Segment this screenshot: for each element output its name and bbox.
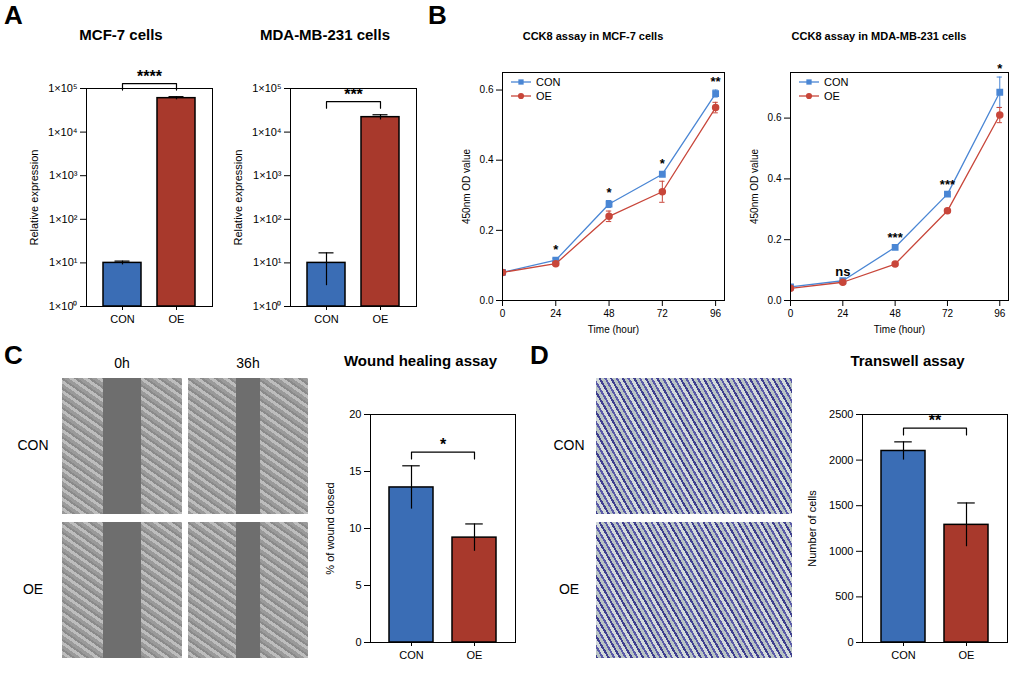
svg-text:OE: OE [467,649,483,661]
svg-text:1×10⁴: 1×10⁴ [252,126,282,138]
html-text:A: A [4,0,23,30]
svg-text:*: * [440,436,447,453]
html-text:C: C [4,340,23,370]
svg-text:0.6: 0.6 [768,112,782,123]
html-text:Transwell assay: Transwell assay [850,352,965,369]
svg-text:0.6: 0.6 [480,84,494,95]
svg-text:96: 96 [994,308,1006,319]
svg-text:***: *** [344,86,363,103]
svg-text:Relative expression: Relative expression [232,150,244,246]
svg-text:1×10¹: 1×10¹ [253,256,282,268]
svg-text:0: 0 [847,636,853,648]
svg-text:1×10⁰: 1×10⁰ [253,300,282,312]
svg-text:****: **** [137,68,163,85]
svg-text:15: 15 [349,465,361,477]
svg-text:72: 72 [657,308,669,319]
svg-text:48: 48 [890,308,902,319]
html-text:OE: OE [22,581,44,597]
html-text:36h: 36h [236,355,260,371]
svg-text:*: * [997,61,1003,76]
svg-text:% of wound closed: % of wound closed [324,482,336,574]
svg-text:1500: 1500 [829,499,853,511]
svg-text:0.2: 0.2 [768,234,782,245]
svg-text:20: 20 [349,408,361,420]
html-text:CCK8 assay in MCF-7 cells: CCK8 assay in MCF-7 cells [522,30,664,42]
svg-text:*: * [660,156,666,171]
svg-text:ns: ns [835,264,850,279]
svg-text:Time (hour): Time (hour) [874,324,925,335]
svg-text:72: 72 [942,308,954,319]
svg-text:**: ** [929,412,942,429]
svg-text:1×10²: 1×10² [49,213,78,225]
svg-text:Time (hour): Time (hour) [588,324,639,335]
svg-text:2000: 2000 [829,454,853,466]
html-text:CON: CON [17,437,49,453]
svg-text:2500: 2500 [829,408,853,420]
svg-text:CON: CON [399,649,424,661]
svg-text:450nm OD value: 450nm OD value [461,149,472,224]
html-text:Wound healing assay: Wound healing assay [344,352,497,369]
svg-text:5: 5 [355,579,361,591]
svg-text:24: 24 [837,308,849,319]
svg-text:CON: CON [891,649,916,661]
html-text:MCF-7 cells: MCF-7 cells [79,26,163,43]
svg-text:*: * [553,242,559,257]
svg-text:CON: CON [110,313,135,325]
svg-text:***: *** [940,177,956,192]
svg-text:***: *** [888,230,904,245]
svg-text:1×10¹: 1×10¹ [49,256,78,268]
html-text:CCK8 assay in MDA-MB-231 cells: CCK8 assay in MDA-MB-231 cells [791,30,967,42]
svg-text:OE: OE [959,649,975,661]
html-text:D: D [530,340,549,370]
html-text:CON: CON [824,76,849,88]
svg-text:0.0: 0.0 [480,295,494,306]
svg-text:450nm OD value: 450nm OD value [749,149,760,224]
svg-text:CON: CON [314,313,339,325]
svg-text:10: 10 [349,522,361,534]
html-text:B: B [428,0,447,30]
svg-text:1×10³: 1×10³ [253,169,282,181]
svg-text:1000: 1000 [829,545,853,557]
html-text:MDA-MB-231 cells: MDA-MB-231 cells [260,26,390,43]
svg-text:500: 500 [835,590,853,602]
svg-text:OE: OE [373,313,389,325]
html-text:CON: CON [553,437,585,453]
svg-text:24: 24 [550,308,562,319]
svg-text:0: 0 [355,636,361,648]
svg-text:1×10⁴: 1×10⁴ [48,126,78,138]
html-text:OE: OE [824,90,840,102]
svg-text:0.2: 0.2 [480,225,494,236]
svg-text:96: 96 [710,308,722,319]
svg-text:0.4: 0.4 [768,173,782,184]
svg-text:Relative expression: Relative expression [28,150,40,246]
svg-text:0: 0 [500,308,506,319]
svg-text:1×10⁵: 1×10⁵ [252,82,281,94]
svg-text:1×10⁵: 1×10⁵ [48,82,77,94]
html-text:CON: CON [536,76,561,88]
svg-text:1×10³: 1×10³ [49,169,78,181]
svg-text:**: ** [711,74,722,89]
svg-text:0.0: 0.0 [768,295,782,306]
svg-text:OE: OE [169,313,185,325]
svg-text:1×10⁰: 1×10⁰ [49,300,78,312]
svg-text:48: 48 [603,308,615,319]
html-text:0h: 0h [114,355,130,371]
html-text:OE: OE [536,90,552,102]
svg-text:1×10²: 1×10² [253,213,282,225]
html-text:OE: OE [558,581,580,597]
svg-text:*: * [607,185,613,200]
svg-text:Number of cells: Number of cells [806,490,818,567]
svg-text:0.4: 0.4 [480,154,494,165]
svg-text:0: 0 [788,308,794,319]
